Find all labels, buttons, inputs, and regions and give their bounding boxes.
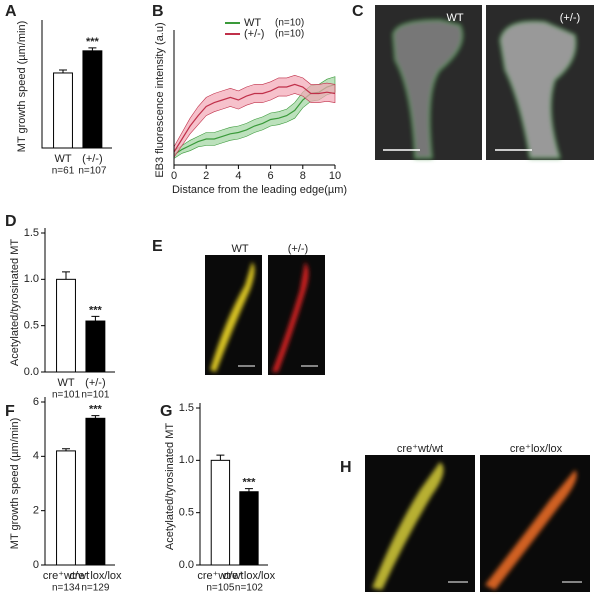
legend-label: WT [244,17,261,29]
bar [85,320,106,373]
bar [56,450,76,566]
y-tick-label: 2 [33,505,39,517]
x-tick-label: (+/-) [82,153,102,165]
n-label: n=105 [206,583,235,594]
y-tick-label: 0.0 [179,559,194,571]
fiber [372,462,444,590]
y-tick-label: 0 [33,559,39,571]
x-tick-label: 2 [203,170,209,182]
significance: *** [89,403,103,415]
significance: *** [243,476,257,488]
y-tick-label: 0.5 [179,507,194,519]
y-axis-label: MT growth speed (µm/min) [9,418,21,549]
significance: *** [86,36,100,48]
fiber [210,262,255,372]
panel-letter: A [5,3,17,20]
bar [239,491,259,566]
y-tick-label: 1.0 [179,454,194,466]
n-label: n=107 [78,166,107,177]
y-axis-label: Acetylated/tyrosinated MT [164,423,176,550]
bar [53,72,73,149]
y-tick-label: 1.5 [24,227,39,239]
panel-letter: E [152,238,163,255]
bar [85,417,106,566]
error-bar [91,315,100,322]
bar [82,50,103,149]
image-label: cre⁺lox/lox [510,443,563,455]
y-tick-label: 4 [33,450,39,462]
panel-letter: G [160,403,172,420]
image-label: (+/-) [560,12,580,24]
error-bar [59,69,67,73]
cell [392,19,464,159]
n-label: n=101 [81,390,110,401]
x-tick-label: 6 [268,170,274,182]
error-bar [62,448,70,451]
significance: *** [89,304,103,316]
n-label: n=102 [235,583,264,594]
panel-letter: H [340,459,352,476]
y-tick-label: 0.0 [24,366,39,378]
x-tick-label: WT [54,153,71,165]
legend-n: (n=10) [275,18,304,29]
line [173,83,336,153]
n-label: n=61 [52,166,75,177]
x-tick-label: 10 [329,170,341,182]
x-tick-label: 0 [171,170,177,182]
x-tick-label: cre⁺wt/wt [197,570,243,582]
panel-letter: F [5,403,15,420]
fiber [272,262,309,372]
error-bar [216,454,225,461]
y-axis-label: EB3 fluorescence intensity (a.u) [154,22,166,177]
panel-letter: D [5,213,17,230]
panel-letter: C [352,3,364,20]
legend-n: (n=10) [275,29,304,40]
bar [210,459,231,566]
y-axis-label: MT growth speed (µm/min) [16,21,28,152]
y-tick-label: 6 [33,396,39,408]
x-tick-label: (+/-) [85,377,105,389]
image-label: cre⁺wt/wt [397,443,443,455]
error-band [173,74,336,159]
cell [499,20,577,159]
error-bar [62,271,70,280]
panel-letter: B [152,3,164,20]
x-axis-label: Distance from the leading edge(µm) [172,184,347,196]
n-label: n=101 [52,390,81,401]
n-label: n=134 [52,583,81,594]
bar [56,278,76,373]
x-tick-label: cre⁺lox/lox [223,570,276,582]
y-axis-label: Acetylated/tyrosinated MT [9,239,21,366]
fiber [485,470,577,590]
image-label: WT [446,12,463,24]
error-bar [244,488,253,492]
y-tick-label: 1.0 [24,273,39,285]
n-label: n=129 [81,583,110,594]
x-tick-label: 8 [300,170,306,182]
x-tick-label: 4 [235,170,241,182]
y-tick-label: 0.5 [24,320,39,332]
error-bar [91,415,100,419]
image-label: WT [231,243,248,255]
x-tick-label: cre⁺wt/wt [43,570,89,582]
x-tick-label: WT [57,377,74,389]
image-label: (+/-) [288,243,308,255]
y-tick-label: 1.5 [179,402,194,414]
x-tick-label: cre⁺lox/lox [69,570,122,582]
legend-label: (+/-) [244,28,264,40]
error-bar [88,47,97,51]
